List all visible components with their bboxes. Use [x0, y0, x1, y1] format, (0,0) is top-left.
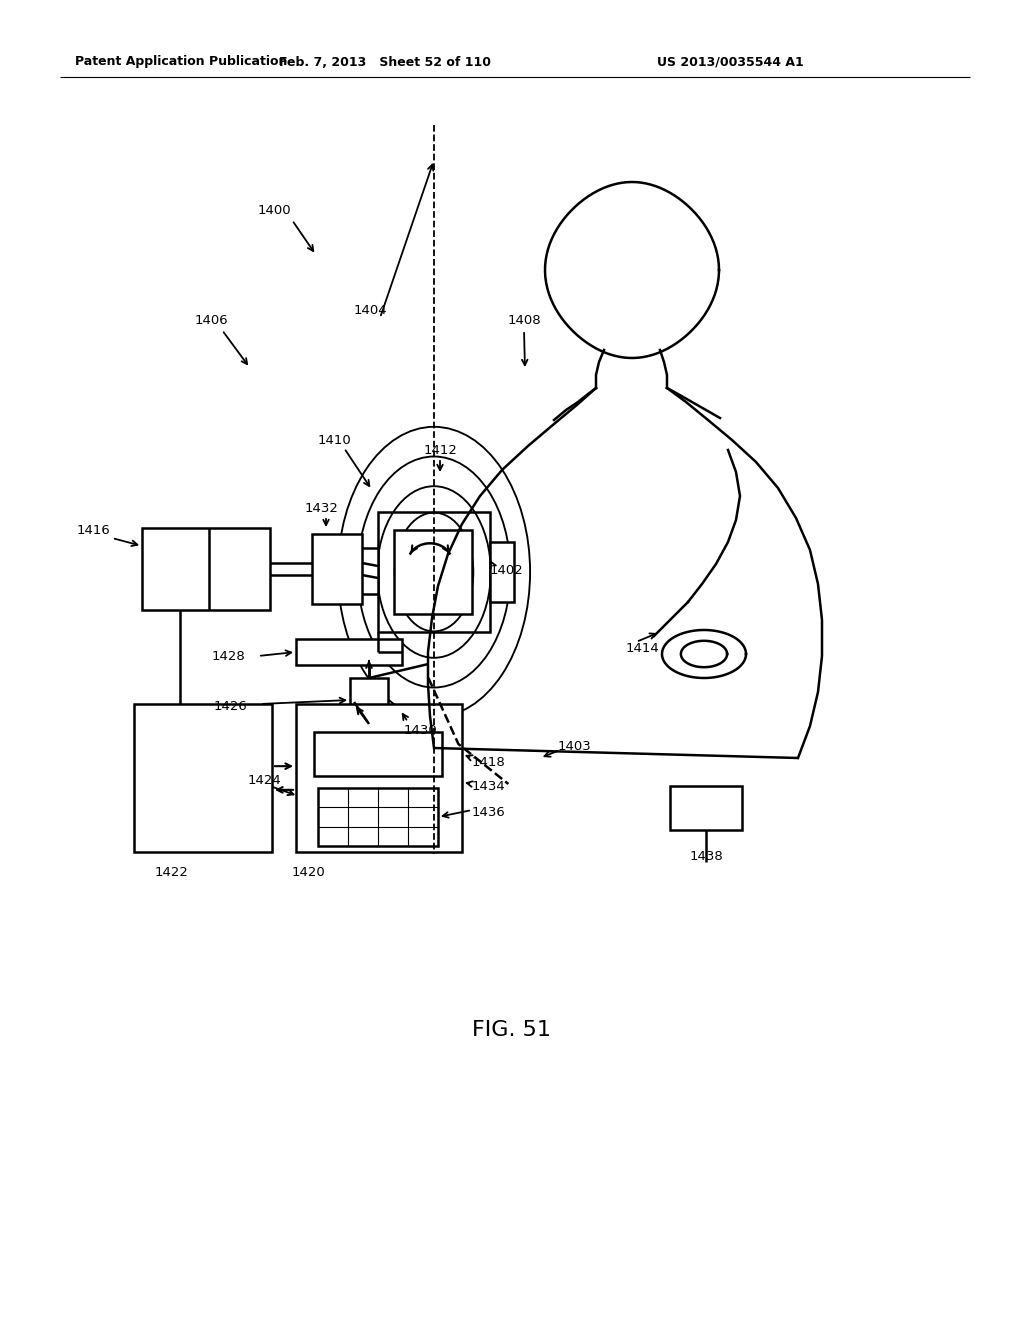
- Text: 1408: 1408: [508, 314, 542, 326]
- Text: 1424: 1424: [248, 774, 282, 787]
- Text: 1436: 1436: [472, 805, 506, 818]
- Text: 1406: 1406: [195, 314, 228, 326]
- Bar: [670, 785, 742, 830]
- Bar: [142, 528, 270, 610]
- Bar: [312, 535, 362, 605]
- Text: FIG. 51: FIG. 51: [472, 1020, 552, 1040]
- Text: 1412: 1412: [424, 444, 458, 457]
- Bar: [314, 733, 442, 776]
- Text: 1430: 1430: [404, 723, 437, 737]
- Text: 1403: 1403: [558, 739, 592, 752]
- Bar: [394, 531, 472, 614]
- Text: 1428: 1428: [212, 649, 246, 663]
- Text: 1438: 1438: [689, 850, 723, 862]
- Text: 1432: 1432: [305, 502, 339, 515]
- Text: Patent Application Publication: Patent Application Publication: [75, 55, 288, 69]
- Text: 1402: 1402: [490, 564, 523, 577]
- Bar: [318, 788, 438, 846]
- Bar: [134, 704, 272, 851]
- Text: Feb. 7, 2013   Sheet 52 of 110: Feb. 7, 2013 Sheet 52 of 110: [279, 55, 490, 69]
- Text: 1420: 1420: [292, 866, 326, 879]
- Bar: [490, 543, 514, 602]
- Bar: [296, 704, 462, 851]
- Text: 1400: 1400: [258, 203, 292, 216]
- Text: 1418: 1418: [472, 755, 506, 768]
- Text: 1404: 1404: [354, 304, 388, 317]
- Text: 1416: 1416: [76, 524, 110, 536]
- Text: 1426: 1426: [214, 700, 248, 713]
- Text: 1422: 1422: [155, 866, 189, 879]
- Bar: [296, 639, 402, 665]
- Text: US 2013/0035544 A1: US 2013/0035544 A1: [656, 55, 804, 69]
- Text: 1414: 1414: [626, 642, 659, 655]
- Text: 1410: 1410: [318, 433, 352, 446]
- Bar: [350, 678, 388, 723]
- Bar: [356, 548, 378, 594]
- Bar: [378, 512, 490, 632]
- Text: 1434: 1434: [472, 780, 506, 792]
